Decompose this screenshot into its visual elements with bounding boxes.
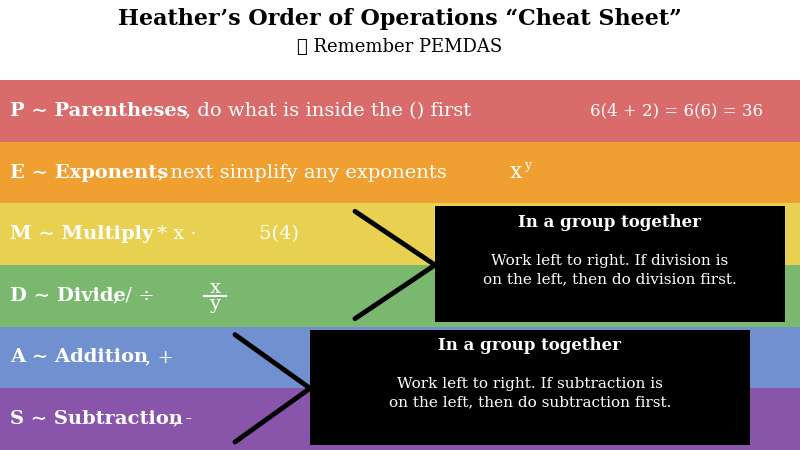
Text: , * x ·          5(4): , * x · 5(4) xyxy=(145,225,299,243)
Text: S ∼ Subtraction: S ∼ Subtraction xyxy=(10,410,183,428)
Text: In a group together: In a group together xyxy=(438,337,622,354)
Bar xyxy=(0,203,800,265)
Text: , do what is inside the () first: , do what is inside the () first xyxy=(185,102,471,120)
Text: , -: , - xyxy=(173,410,192,428)
Text: A ∼ Addition: A ∼ Addition xyxy=(10,348,148,366)
Bar xyxy=(0,80,800,142)
Text: x: x xyxy=(210,279,221,297)
Text: In a group together: In a group together xyxy=(518,214,702,231)
Text: x: x xyxy=(510,162,522,184)
Bar xyxy=(310,330,750,445)
Text: , +: , + xyxy=(145,348,174,366)
Text: 6(4 + 2) = 6(6) = 36: 6(4 + 2) = 6(6) = 36 xyxy=(590,102,763,119)
Bar xyxy=(0,265,800,327)
Text: ✓ Remember PEMDAS: ✓ Remember PEMDAS xyxy=(298,38,502,56)
Text: y: y xyxy=(210,295,221,313)
Bar xyxy=(0,327,800,388)
Text: y: y xyxy=(524,159,531,172)
Text: D ∼ Divide: D ∼ Divide xyxy=(10,287,126,305)
Text: E ∼ Exponents: E ∼ Exponents xyxy=(10,163,168,181)
Text: , next simplify any exponents: , next simplify any exponents xyxy=(158,163,446,181)
Bar xyxy=(0,388,800,450)
Text: , / ÷: , / ÷ xyxy=(113,287,154,305)
Bar xyxy=(0,142,800,203)
Text: Heather’s Order of Operations “Cheat Sheet”: Heather’s Order of Operations “Cheat She… xyxy=(118,8,682,30)
Text: Work left to right. If division is
on the left, then do division first.: Work left to right. If division is on th… xyxy=(483,254,737,286)
Text: M ∼ Multiply: M ∼ Multiply xyxy=(10,225,154,243)
Text: Work left to right. If subtraction is
on the left, then do subtraction first.: Work left to right. If subtraction is on… xyxy=(389,377,671,410)
Text: P ∼ Parentheses: P ∼ Parentheses xyxy=(10,102,188,120)
Bar xyxy=(435,207,785,322)
